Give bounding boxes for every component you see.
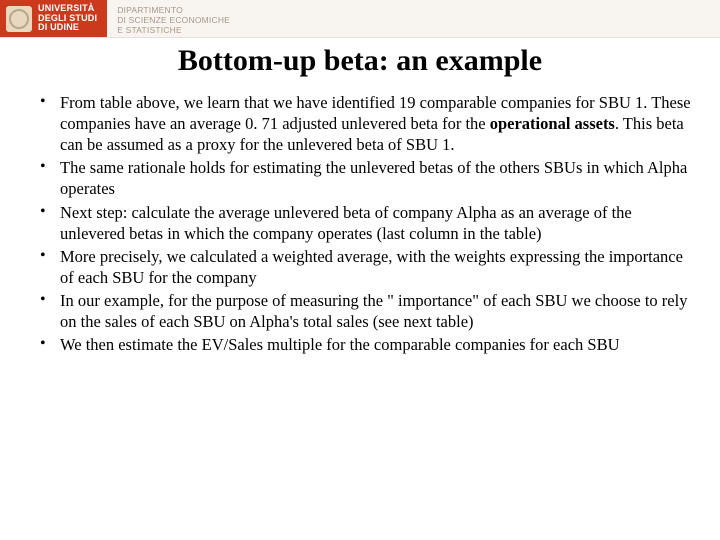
bullet-list: From table above, we learn that we have …: [36, 92, 694, 355]
header-bar: UNIVERSITÀ DEGLI STUDI DI UDINE DIPARTIM…: [0, 0, 720, 38]
dept-line-1: DIPARTIMENTO: [117, 5, 183, 15]
university-logo-block: UNIVERSITÀ DEGLI STUDI DI UDINE: [0, 0, 107, 37]
department-block: DIPARTIMENTO DI SCIENZE ECONOMICHE E STA…: [107, 0, 240, 37]
bullet-item: In our example, for the purpose of measu…: [36, 290, 694, 332]
logo-line-3: DI UDINE: [38, 22, 79, 32]
bullet-text: In our example, for the purpose of measu…: [60, 291, 687, 331]
bullet-text: The same rationale holds for estimating …: [60, 158, 687, 198]
bullet-bold: operational assets: [490, 114, 615, 133]
bullet-item: The same rationale holds for estimating …: [36, 157, 694, 199]
university-seal-icon: [6, 6, 32, 32]
bullet-item: Next step: calculate the average unlever…: [36, 202, 694, 244]
dept-line-2: DI SCIENZE ECONOMICHE: [117, 15, 230, 25]
slide-title: Bottom-up beta: an example: [0, 44, 720, 78]
slide-content: From table above, we learn that we have …: [0, 92, 720, 355]
bullet-text: We then estimate the EV/Sales multiple f…: [60, 335, 620, 354]
bullet-text: Next step: calculate the average unlever…: [60, 203, 632, 243]
bullet-item: We then estimate the EV/Sales multiple f…: [36, 334, 694, 355]
bullet-text: More precisely, we calculated a weighted…: [60, 247, 683, 287]
university-name: UNIVERSITÀ DEGLI STUDI DI UDINE: [38, 4, 97, 32]
bullet-item: From table above, we learn that we have …: [36, 92, 694, 155]
dept-line-3: E STATISTICHE: [117, 25, 182, 35]
bullet-item: More precisely, we calculated a weighted…: [36, 246, 694, 288]
